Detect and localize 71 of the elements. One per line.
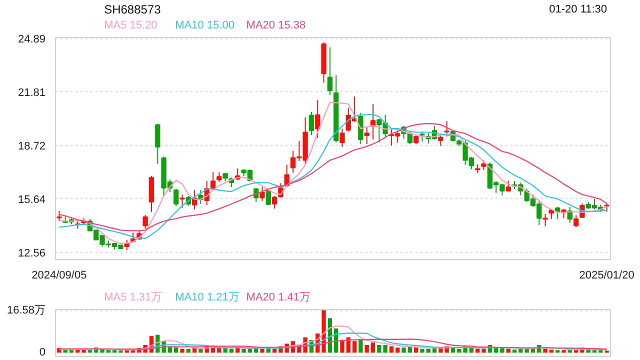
chart-title: SH688573 — [104, 2, 162, 16]
y-tick-label: 12.56 — [18, 247, 46, 260]
candlestick — [438, 133, 444, 147]
candlestick — [315, 100, 320, 139]
bar — [598, 350, 603, 353]
bar — [69, 350, 74, 353]
bar — [592, 350, 597, 353]
candlestick — [481, 160, 486, 171]
y-tick-label: 21.81 — [18, 86, 46, 99]
candlestick — [340, 128, 345, 148]
bar — [198, 348, 203, 353]
bar — [322, 310, 326, 353]
text: MA10 1.21万 — [175, 292, 240, 304]
candlestick — [542, 213, 548, 227]
candlestick — [174, 188, 179, 207]
bar — [383, 345, 388, 353]
bar — [370, 342, 376, 353]
y-tick-label: 18.72 — [18, 140, 46, 153]
candlestick — [56, 210, 62, 222]
bar — [414, 348, 418, 353]
candlestick — [155, 123, 160, 164]
bar — [562, 350, 566, 353]
candlestick — [216, 172, 222, 182]
bar — [377, 345, 382, 353]
text: MA20 1.41万 — [246, 292, 310, 304]
candlestick — [573, 214, 579, 228]
bar — [174, 348, 178, 353]
candlestick — [260, 186, 265, 202]
bar — [482, 348, 486, 353]
text: 01-20 11:30 — [549, 4, 608, 16]
candlestick — [444, 120, 450, 138]
line-series — [58, 338, 608, 350]
bar — [352, 341, 357, 353]
candlestick — [327, 46, 333, 96]
bar — [358, 340, 363, 353]
bar — [112, 350, 117, 353]
bar — [118, 350, 123, 353]
bar — [586, 350, 590, 353]
candlestick — [142, 214, 148, 230]
bar — [402, 348, 406, 353]
y-tick-label: 24.89 — [18, 34, 46, 46]
bar — [500, 348, 504, 353]
candlestick — [364, 126, 370, 144]
bar — [420, 348, 424, 353]
bar — [106, 350, 111, 353]
text: MA10 15.00 — [175, 20, 234, 32]
bar — [549, 350, 554, 353]
bar — [260, 348, 264, 353]
bar — [180, 348, 184, 353]
bar — [555, 350, 560, 353]
bar — [396, 348, 400, 353]
bar — [242, 348, 246, 353]
text: MA20 15.38 — [246, 20, 306, 32]
text: MA5 1.31万 — [104, 292, 162, 304]
bar — [512, 350, 517, 353]
y-tick-label: 16.58万 — [6, 304, 46, 316]
candlestick — [604, 202, 610, 212]
y-tick-label: 15.64 — [18, 194, 46, 206]
x-tick-label: 2024/09/05 — [32, 270, 87, 282]
x-tick-label: 2025/01/20 — [579, 270, 634, 282]
text: MA5 15.20 — [104, 20, 158, 32]
candlestick — [420, 132, 425, 142]
bar — [543, 348, 548, 353]
bar — [364, 345, 369, 353]
y-tick-label: 0 — [39, 346, 46, 359]
bar — [389, 346, 394, 353]
candlestick — [358, 112, 364, 144]
candlestick — [180, 194, 185, 208]
candlestick — [308, 111, 314, 136]
bar — [340, 340, 344, 353]
candlestick — [413, 134, 419, 144]
